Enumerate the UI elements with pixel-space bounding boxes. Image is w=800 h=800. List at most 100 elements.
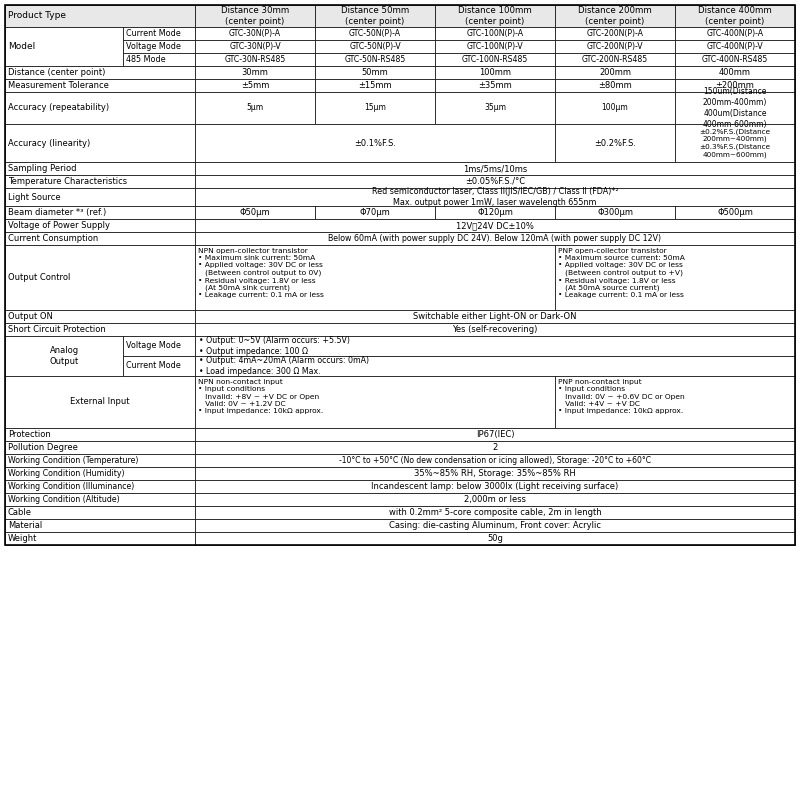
Bar — [315, 79, 435, 92]
Bar — [5, 428, 195, 441]
Bar — [5, 175, 195, 188]
Text: • Output: 4mA~20mA (Alarm occurs: 0mA)
• Load impedance: 300 Ω Max.: • Output: 4mA~20mA (Alarm occurs: 0mA) •… — [199, 356, 369, 376]
Text: 35%~85% RH, Storage: 35%~85% RH: 35%~85% RH, Storage: 35%~85% RH — [414, 469, 576, 478]
Text: 400mm: 400mm — [719, 68, 751, 77]
Bar — [5, 519, 195, 532]
Bar — [5, 506, 195, 519]
Bar — [555, 5, 675, 27]
Bar — [435, 206, 555, 219]
Bar — [5, 480, 195, 493]
Text: ±0.2%F.S.(Distance
200mm~400mm)
±0.3%F.S.(Distance
400mm~600mm): ±0.2%F.S.(Distance 200mm~400mm) ±0.3%F.S… — [699, 128, 770, 158]
Text: GTC-400N(P)-A: GTC-400N(P)-A — [706, 29, 763, 38]
Bar — [5, 323, 195, 336]
Text: GTC-30N-RS485: GTC-30N-RS485 — [224, 55, 286, 64]
Bar — [555, 376, 795, 428]
Bar — [555, 245, 795, 310]
Bar — [5, 79, 195, 92]
Text: with 0.2mm² 5-core composite cable, 2m in length: with 0.2mm² 5-core composite cable, 2m i… — [389, 508, 602, 517]
Text: GTC-30N(P)-V: GTC-30N(P)-V — [229, 42, 281, 51]
Bar — [555, 206, 675, 219]
Text: GTC-200N-RS485: GTC-200N-RS485 — [582, 55, 648, 64]
Bar — [315, 92, 435, 124]
Text: Pollution Degree: Pollution Degree — [8, 443, 78, 452]
Text: Output Control: Output Control — [8, 273, 70, 282]
Text: Model: Model — [8, 42, 35, 51]
Text: 12V～24V DC±10%: 12V～24V DC±10% — [456, 221, 534, 230]
Text: ±0.1%F.S.: ±0.1%F.S. — [354, 138, 396, 147]
Bar — [435, 27, 555, 40]
Text: 1ms/5ms/10ms: 1ms/5ms/10ms — [463, 164, 527, 173]
Text: 100mm: 100mm — [479, 68, 511, 77]
Bar — [675, 66, 795, 79]
Bar — [555, 40, 675, 53]
Text: 30mm: 30mm — [242, 68, 269, 77]
Text: 50mm: 50mm — [362, 68, 388, 77]
Bar — [5, 310, 195, 323]
Text: IP67(IEC): IP67(IEC) — [476, 430, 514, 439]
Bar — [195, 92, 315, 124]
Text: GTC-30N(P)-A: GTC-30N(P)-A — [229, 29, 281, 38]
Bar — [5, 219, 195, 232]
Bar — [555, 66, 675, 79]
Text: Distance (center point): Distance (center point) — [8, 68, 106, 77]
Bar — [315, 27, 435, 40]
Bar — [195, 40, 315, 53]
Bar — [195, 310, 795, 323]
Text: 50g: 50g — [487, 534, 503, 543]
Text: Accuracy (linearity): Accuracy (linearity) — [8, 138, 90, 147]
Bar — [5, 532, 195, 545]
Text: Red semiconductor laser, Class II(JIS/IEC/GB) / Class II (FDA)*²
Max. output pow: Red semiconductor laser, Class II(JIS/IE… — [372, 187, 618, 207]
Bar — [5, 5, 195, 27]
Bar — [675, 92, 795, 124]
Bar — [315, 206, 435, 219]
Bar — [555, 79, 675, 92]
Bar — [675, 206, 795, 219]
Text: GTC-100N-RS485: GTC-100N-RS485 — [462, 55, 528, 64]
Text: Φ50μm: Φ50μm — [240, 208, 270, 217]
Bar — [555, 92, 675, 124]
Bar — [435, 5, 555, 27]
Bar — [5, 5, 795, 545]
Text: • Output: 0~5V (Alarm occurs: +5.5V)
• Output impedance: 100 Ω: • Output: 0~5V (Alarm occurs: +5.5V) • O… — [199, 336, 350, 356]
Text: Distance 200mm
(center point): Distance 200mm (center point) — [578, 6, 652, 26]
Bar — [123, 53, 195, 66]
Bar — [5, 206, 195, 219]
Text: ±80mm: ±80mm — [598, 81, 632, 90]
Bar — [195, 188, 795, 206]
Text: 100μm: 100μm — [602, 103, 628, 113]
Bar — [435, 66, 555, 79]
Bar — [195, 454, 795, 467]
Text: Output ON: Output ON — [8, 312, 53, 321]
Text: Distance 30mm
(center point): Distance 30mm (center point) — [221, 6, 289, 26]
Text: 2: 2 — [492, 443, 498, 452]
Bar — [195, 441, 795, 454]
Bar — [195, 519, 795, 532]
Text: Yes (self-recovering): Yes (self-recovering) — [452, 325, 538, 334]
Text: 150um(Distance
200mm-400mm)
400um(Distance
400mm-600mm): 150um(Distance 200mm-400mm) 400um(Distan… — [702, 87, 767, 129]
Text: External Input: External Input — [70, 398, 130, 406]
Bar — [315, 40, 435, 53]
Text: Voltage Mode: Voltage Mode — [126, 342, 181, 350]
Text: 35μm: 35μm — [484, 103, 506, 113]
Text: ±200mm: ±200mm — [715, 81, 754, 90]
Text: Φ120μm: Φ120μm — [477, 208, 513, 217]
Text: Distance 400mm
(center point): Distance 400mm (center point) — [698, 6, 772, 26]
Text: Below 60mA (with power supply DC 24V). Below 120mA (with power supply DC 12V): Below 60mA (with power supply DC 24V). B… — [329, 234, 662, 243]
Bar — [195, 79, 315, 92]
Text: 15μm: 15μm — [364, 103, 386, 113]
Text: Product Type: Product Type — [8, 11, 66, 21]
Text: ±15mm: ±15mm — [358, 81, 392, 90]
Bar — [315, 66, 435, 79]
Text: Current Consumption: Current Consumption — [8, 234, 98, 243]
Text: Working Condition (Humidity): Working Condition (Humidity) — [8, 469, 125, 478]
Text: Distance 100mm
(center point): Distance 100mm (center point) — [458, 6, 532, 26]
Text: NPN open-collector transistor
• Maximum sink current: 50mA
• Applied voltage: 30: NPN open-collector transistor • Maximum … — [198, 248, 324, 298]
Text: Φ500μm: Φ500μm — [717, 208, 753, 217]
Bar — [5, 441, 195, 454]
Text: Light Source: Light Source — [8, 193, 61, 202]
Text: Working Condition (Altitude): Working Condition (Altitude) — [8, 495, 120, 504]
Text: GTC-50N(P)-V: GTC-50N(P)-V — [349, 42, 401, 51]
Text: Sampling Period: Sampling Period — [8, 164, 77, 173]
Bar — [195, 532, 795, 545]
Text: Switchable either Light-ON or Dark-ON: Switchable either Light-ON or Dark-ON — [414, 312, 577, 321]
